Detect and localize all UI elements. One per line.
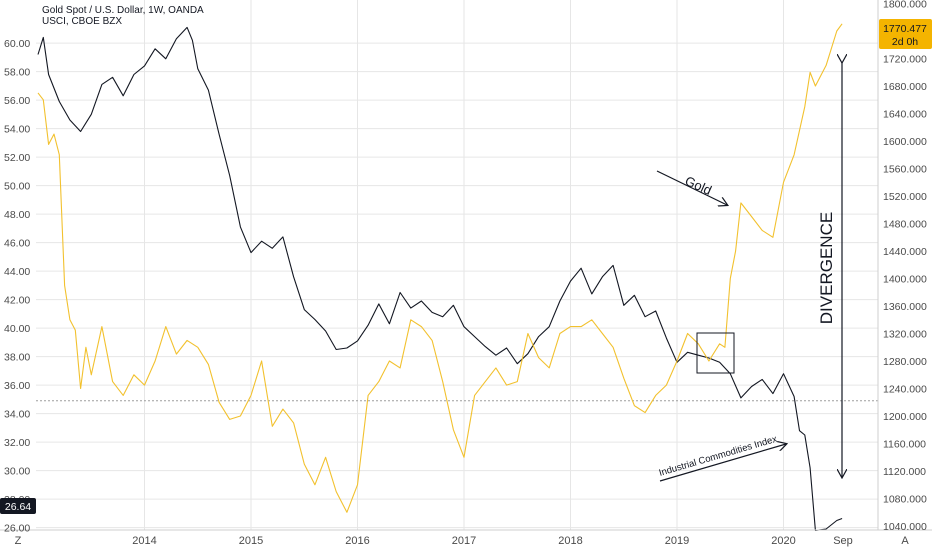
x-axis-tick-label: 2015 bbox=[239, 535, 263, 547]
countdown-badge-text: 2d 0h bbox=[892, 36, 918, 48]
x-axis-tick-label: 2014 bbox=[132, 535, 156, 547]
series-layer bbox=[37, 23, 843, 531]
right-axis-tick-label: 1440.000 bbox=[883, 246, 927, 258]
left-axis-tick-label: 54.00 bbox=[4, 124, 30, 136]
x-axis-tick-label: 2020 bbox=[771, 535, 795, 547]
left-axis-tick-label: 52.00 bbox=[4, 152, 30, 164]
left-axis-tick-label: 56.00 bbox=[4, 95, 30, 107]
left-axis-tick-label: 50.00 bbox=[4, 181, 30, 193]
left-axis-tick-label: 58.00 bbox=[4, 67, 30, 79]
badge-layer: 1770.477 2d 0h 26.64 bbox=[0, 19, 932, 514]
left-axis-tick-label: 60.00 bbox=[4, 38, 30, 50]
gold-arrow bbox=[656, 170, 727, 205]
left-axis-tick-label: 40.00 bbox=[4, 323, 30, 335]
x-axis-tick-label: 2018 bbox=[558, 535, 582, 547]
gold-price-badge bbox=[879, 19, 932, 49]
grid-layer bbox=[36, 0, 878, 530]
left-axis-tick-label: 34.00 bbox=[4, 409, 30, 421]
left-axis-tick-label: 32.00 bbox=[4, 437, 30, 449]
x-axis-tick-label: 2019 bbox=[665, 535, 689, 547]
right-axis-tick-label: 1160.000 bbox=[883, 439, 926, 451]
gold-annotation-label: Gold bbox=[683, 173, 714, 198]
right-axis-tick-label: 1400.000 bbox=[883, 274, 927, 286]
highlight-box bbox=[696, 332, 735, 374]
left-axis-tick-label: 26.00 bbox=[4, 523, 30, 535]
x-axis-tick-label: 2017 bbox=[452, 535, 476, 547]
right-axis-tick-label: 1480.000 bbox=[883, 219, 927, 231]
right-axis-tick-label: 1640.000 bbox=[883, 109, 927, 121]
right-axis-tick-label: 1040.000 bbox=[883, 521, 927, 533]
left-axis-tick-label: 46.00 bbox=[4, 238, 30, 250]
right-axis-tick-label: 1520.000 bbox=[883, 191, 927, 203]
right-axis-tick-label: 1800.000 bbox=[883, 0, 927, 11]
zoom-z-button[interactable]: Z bbox=[15, 535, 22, 547]
chart-title: Gold Spot / U.S. Dollar, 1W, OANDA bbox=[42, 5, 204, 16]
left-axis-tick-label: 44.00 bbox=[4, 266, 30, 278]
x-axis-tick-label: 2016 bbox=[345, 535, 369, 547]
usci-price-badge-text: 26.64 bbox=[5, 501, 31, 513]
left-axis-tick-label: 36.00 bbox=[4, 380, 30, 392]
usci-series-line bbox=[37, 26, 843, 531]
chart-subtitle: USCI, CBOE BZX bbox=[42, 16, 123, 27]
usci-annotation-label: Industrial Commodities Index bbox=[658, 434, 779, 479]
right-axis-tick-label: 1280.000 bbox=[883, 356, 927, 368]
right-axis-tick-label: 1360.000 bbox=[883, 301, 927, 313]
left-axis-tick-label: 30.00 bbox=[4, 466, 30, 478]
auto-scale-a-button[interactable]: A bbox=[901, 535, 909, 547]
right-axis-tick-label: 1240.000 bbox=[883, 384, 927, 396]
usci-arrow bbox=[659, 444, 786, 482]
right-axis-tick-label: 1200.000 bbox=[883, 411, 927, 423]
right-axis-tick-label: 1080.000 bbox=[883, 494, 927, 506]
gold-series-line bbox=[37, 23, 843, 513]
x-axis-sep-label: Sep bbox=[833, 535, 853, 547]
divergence-label: DIVERGENCE bbox=[817, 212, 836, 324]
right-axis-tick-label: 1680.000 bbox=[883, 81, 927, 93]
usci-price-badge bbox=[0, 498, 36, 514]
left-axis-tick-label: 38.00 bbox=[4, 352, 30, 364]
gold-price-badge-text: 1770.477 bbox=[883, 23, 927, 35]
left-axis-tick-label: 42.00 bbox=[4, 295, 30, 307]
right-axis-tick-label: 1320.000 bbox=[883, 329, 927, 341]
right-axis-tick-label: 1120.000 bbox=[883, 466, 926, 478]
right-axis-tick-label: 1560.000 bbox=[883, 164, 927, 176]
right-axis-tick-label: 1720.000 bbox=[883, 54, 927, 66]
left-axis-tick-label: 48.00 bbox=[4, 209, 30, 221]
right-axis-tick-label: 1600.000 bbox=[883, 136, 927, 148]
